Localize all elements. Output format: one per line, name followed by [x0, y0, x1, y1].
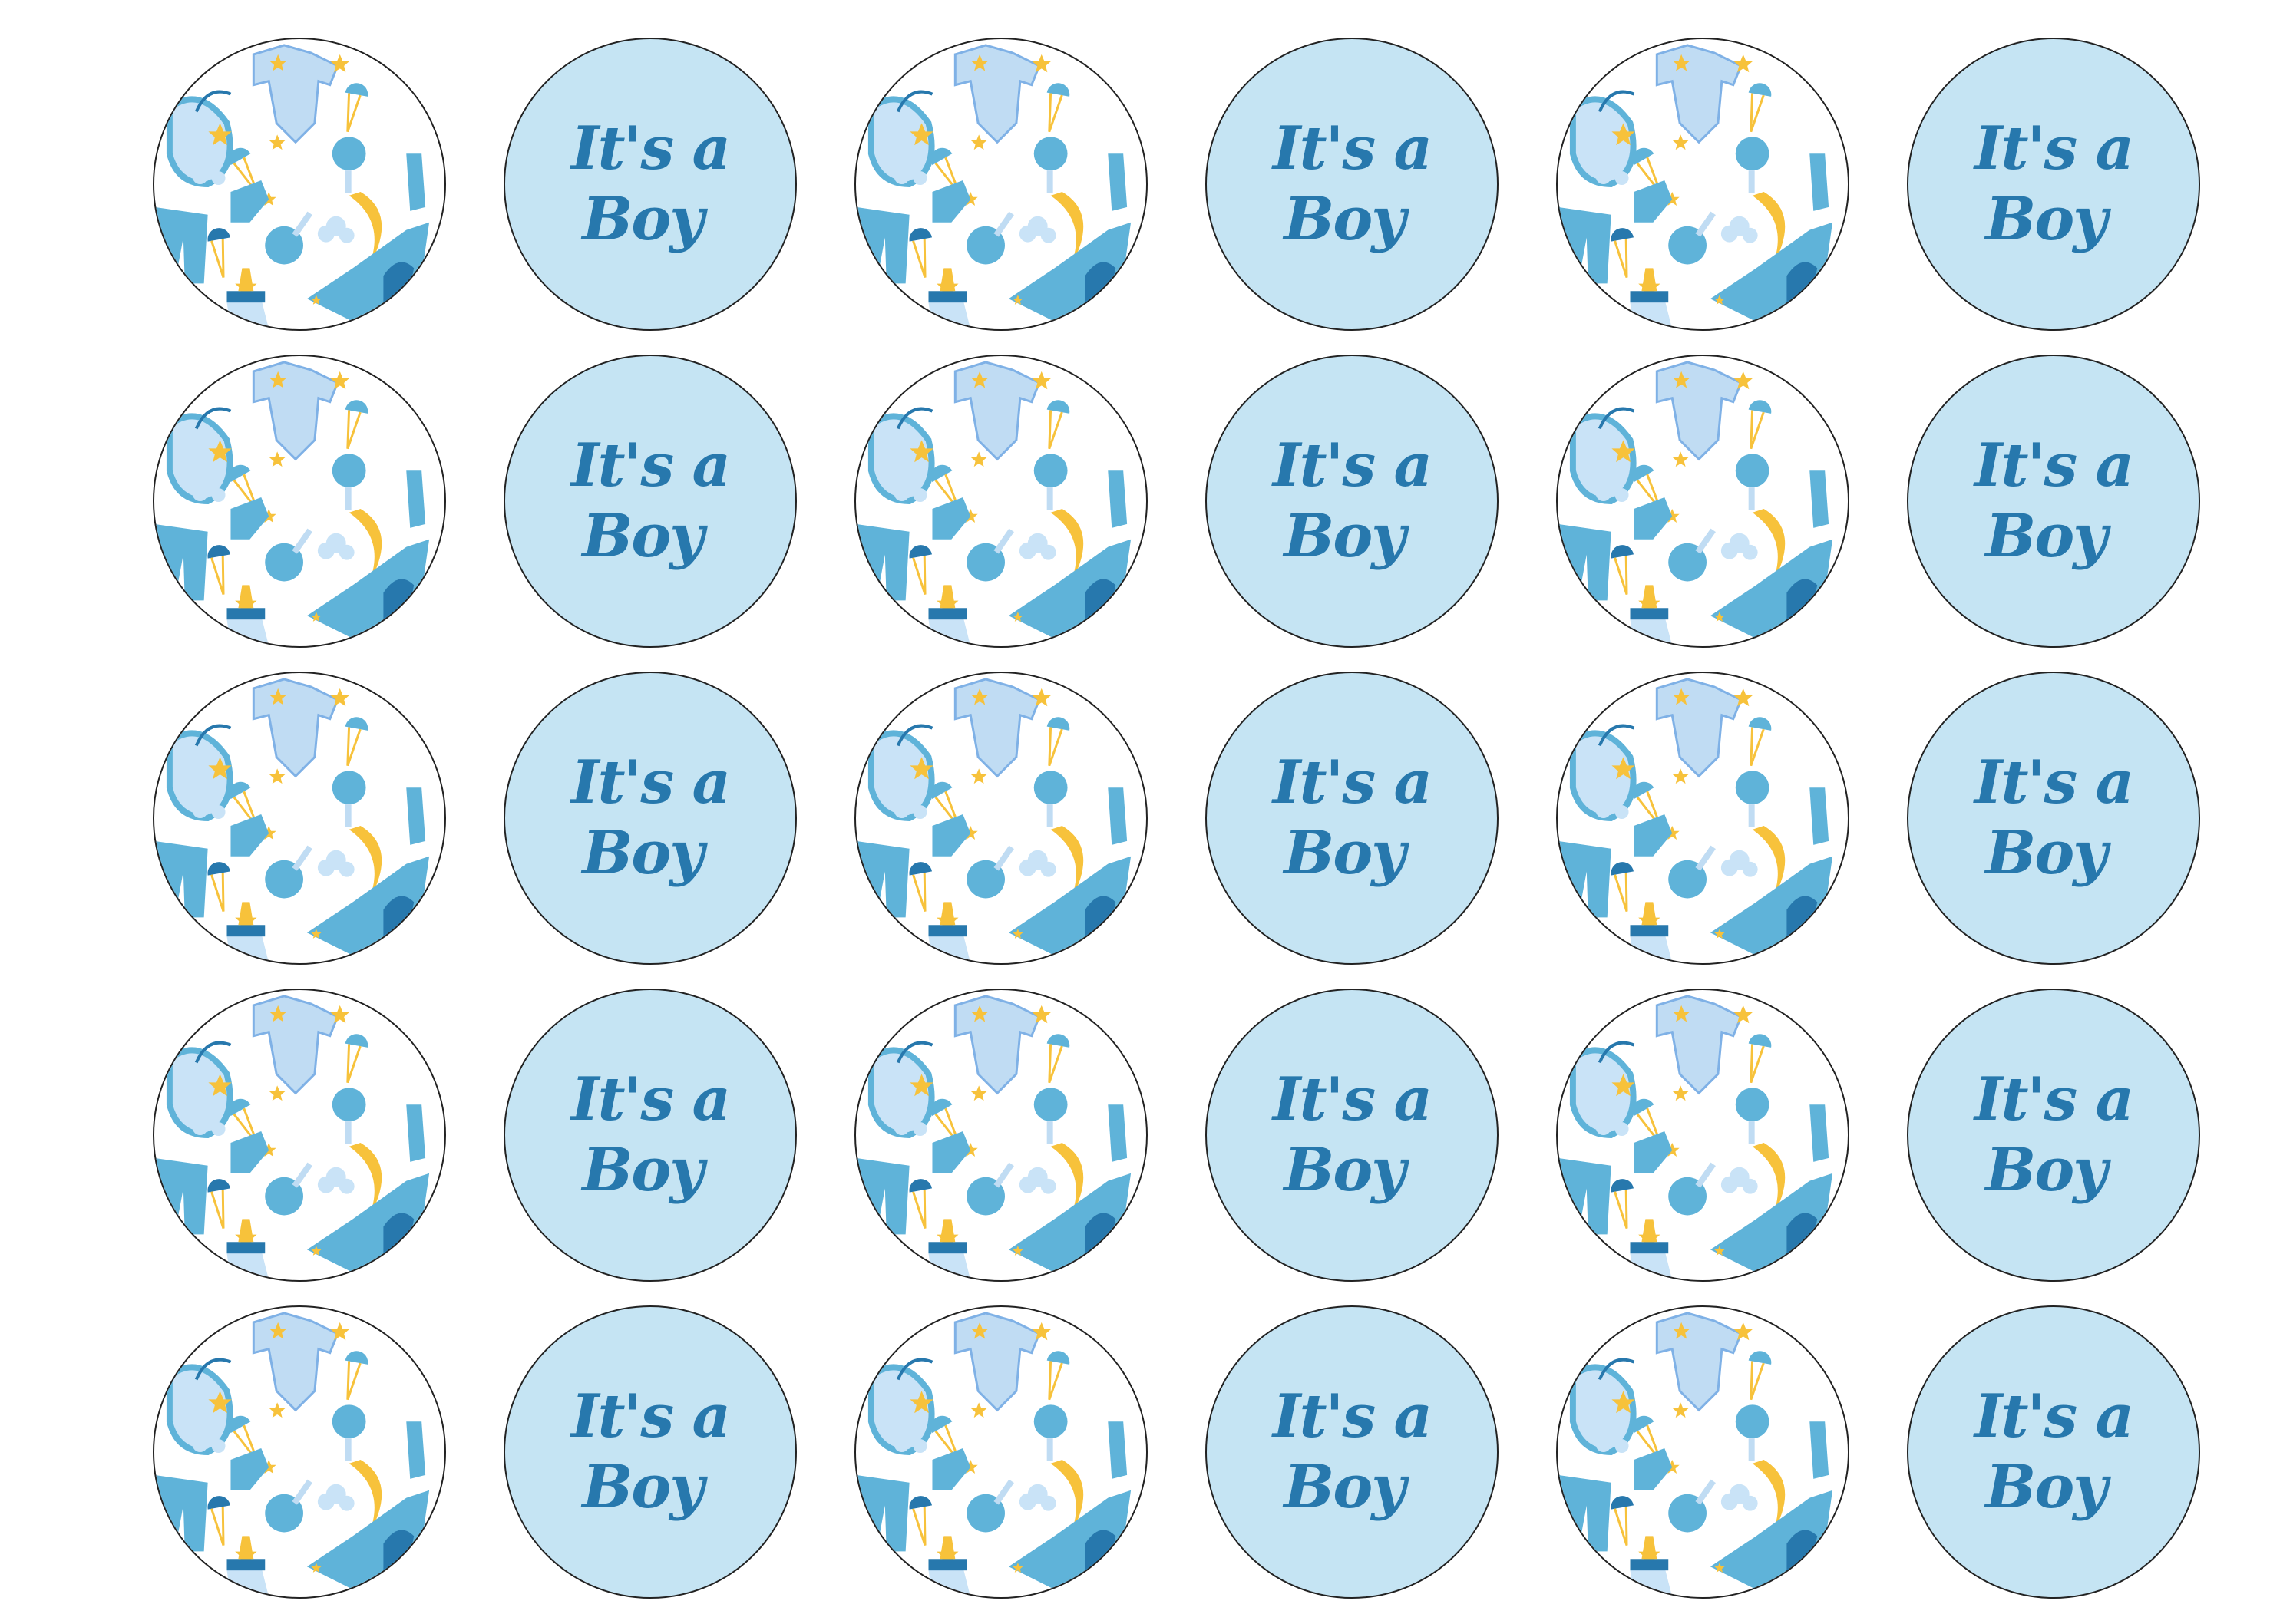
- baby-items-pattern-icon: [154, 990, 444, 1280]
- its-a-boy-topper: It's a Boy: [1205, 1305, 1499, 1599]
- baby-items-pattern-icon: [856, 1307, 1146, 1597]
- topper-text-line2: Boy: [582, 184, 704, 254]
- baby-items-pattern-icon: [856, 356, 1146, 646]
- baby-pattern-topper: [1556, 989, 1849, 1282]
- baby-pattern-topper: [153, 672, 446, 965]
- topper-text-line2: Boy: [582, 1135, 704, 1205]
- topper-text-line2: Boy: [582, 1452, 704, 1522]
- its-a-boy-topper: It's a Boy: [1907, 989, 2200, 1282]
- topper-text-line1: It's a: [1974, 1065, 2134, 1134]
- baby-items-pattern-icon: [154, 673, 444, 963]
- its-a-boy-topper: It's a Boy: [1205, 672, 1499, 965]
- topper-text-line1: It's a: [570, 114, 731, 183]
- its-a-boy-topper: It's a Boy: [1205, 355, 1499, 648]
- baby-items-pattern-icon: [856, 990, 1146, 1280]
- its-a-boy-topper: It's a Boy: [1205, 989, 1499, 1282]
- baby-pattern-topper: [153, 38, 446, 331]
- topper-text-line1: It's a: [1272, 114, 1432, 183]
- topper-text-line2: Boy: [1284, 501, 1406, 571]
- baby-pattern-topper: [153, 989, 446, 1282]
- baby-items-pattern-icon: [1558, 39, 1848, 329]
- its-a-boy-topper: It's a Boy: [1907, 38, 2200, 331]
- topper-text-line1: It's a: [1974, 748, 2134, 817]
- topper-text-line1: It's a: [1272, 1381, 1432, 1451]
- topper-text-line2: Boy: [1284, 184, 1406, 254]
- baby-items-pattern-icon: [1558, 990, 1848, 1280]
- topper-text-line2: Boy: [1985, 818, 2107, 888]
- baby-items-pattern-icon: [1558, 673, 1848, 963]
- topper-text-line2: Boy: [1985, 184, 2107, 254]
- topper-text-line2: Boy: [1284, 1452, 1406, 1522]
- baby-items-pattern-icon: [154, 1307, 444, 1597]
- topper-text-line2: Boy: [1985, 501, 2107, 571]
- baby-pattern-topper: [854, 1305, 1148, 1599]
- baby-pattern-topper: [1556, 38, 1849, 331]
- baby-pattern-topper: [854, 989, 1148, 1282]
- its-a-boy-topper: It's a Boy: [1205, 38, 1499, 331]
- baby-pattern-topper: [854, 672, 1148, 965]
- topper-text-line1: It's a: [1272, 1065, 1432, 1134]
- its-a-boy-topper: It's a Boy: [504, 355, 797, 648]
- topper-text-line1: It's a: [570, 748, 731, 817]
- topper-text-line1: It's a: [570, 1381, 731, 1451]
- topper-text-line2: Boy: [582, 501, 704, 571]
- baby-pattern-topper: [1556, 1305, 1849, 1599]
- baby-items-pattern-icon: [1558, 356, 1848, 646]
- topper-text-line1: It's a: [570, 1065, 731, 1134]
- its-a-boy-topper: It's a Boy: [1907, 355, 2200, 648]
- topper-text-line2: Boy: [1284, 818, 1406, 888]
- topper-text-line1: It's a: [1272, 431, 1432, 500]
- its-a-boy-topper: It's a Boy: [504, 38, 797, 331]
- baby-items-pattern-icon: [1558, 1307, 1848, 1597]
- its-a-boy-topper: It's a Boy: [504, 672, 797, 965]
- its-a-boy-topper: It's a Boy: [504, 1305, 797, 1599]
- baby-pattern-topper: [153, 355, 446, 648]
- topper-text-line1: It's a: [570, 431, 731, 500]
- baby-pattern-topper: [854, 38, 1148, 331]
- baby-items-pattern-icon: [856, 39, 1146, 329]
- baby-items-pattern-icon: [154, 356, 444, 646]
- baby-pattern-topper: [1556, 355, 1849, 648]
- topper-text-line1: It's a: [1974, 114, 2134, 183]
- baby-items-pattern-icon: [154, 39, 444, 329]
- baby-pattern-topper: [854, 355, 1148, 648]
- topper-text-line1: It's a: [1272, 748, 1432, 817]
- baby-items-pattern-icon: [856, 673, 1146, 963]
- its-a-boy-topper: It's a Boy: [1907, 672, 2200, 965]
- baby-pattern-topper: [1556, 672, 1849, 965]
- topper-text-line1: It's a: [1974, 431, 2134, 500]
- its-a-boy-topper: It's a Boy: [504, 989, 797, 1282]
- its-a-boy-topper: It's a Boy: [1907, 1305, 2200, 1599]
- topper-text-line1: It's a: [1974, 1381, 2134, 1451]
- topper-text-line2: Boy: [1985, 1452, 2107, 1522]
- topper-text-line2: Boy: [1284, 1135, 1406, 1205]
- topper-text-line2: Boy: [582, 818, 704, 888]
- topper-text-line2: Boy: [1985, 1135, 2107, 1205]
- baby-pattern-topper: [153, 1305, 446, 1599]
